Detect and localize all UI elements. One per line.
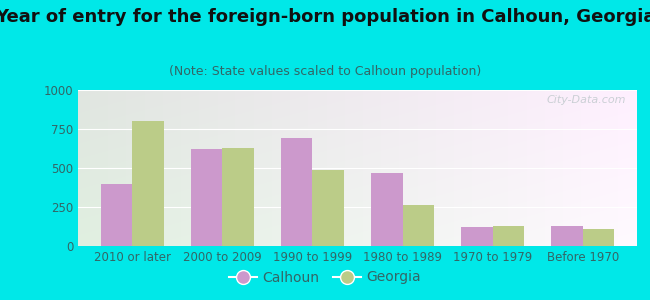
Bar [222, 148, 254, 246]
Bar [190, 149, 222, 246]
Bar [551, 226, 583, 246]
Text: City-Data.com: City-Data.com [546, 95, 626, 105]
Bar [313, 169, 344, 246]
Bar [371, 173, 402, 246]
Bar [132, 121, 164, 246]
Bar [281, 138, 313, 246]
Bar [462, 227, 493, 246]
Bar [583, 229, 614, 246]
Text: (Note: State values scaled to Calhoun population): (Note: State values scaled to Calhoun po… [169, 64, 481, 77]
Legend: Calhoun, Georgia: Calhoun, Georgia [224, 265, 426, 290]
Text: Year of entry for the foreign-born population in Calhoun, Georgia: Year of entry for the foreign-born popul… [0, 8, 650, 26]
Bar [402, 206, 434, 246]
Bar [493, 226, 525, 246]
Bar [101, 184, 132, 246]
